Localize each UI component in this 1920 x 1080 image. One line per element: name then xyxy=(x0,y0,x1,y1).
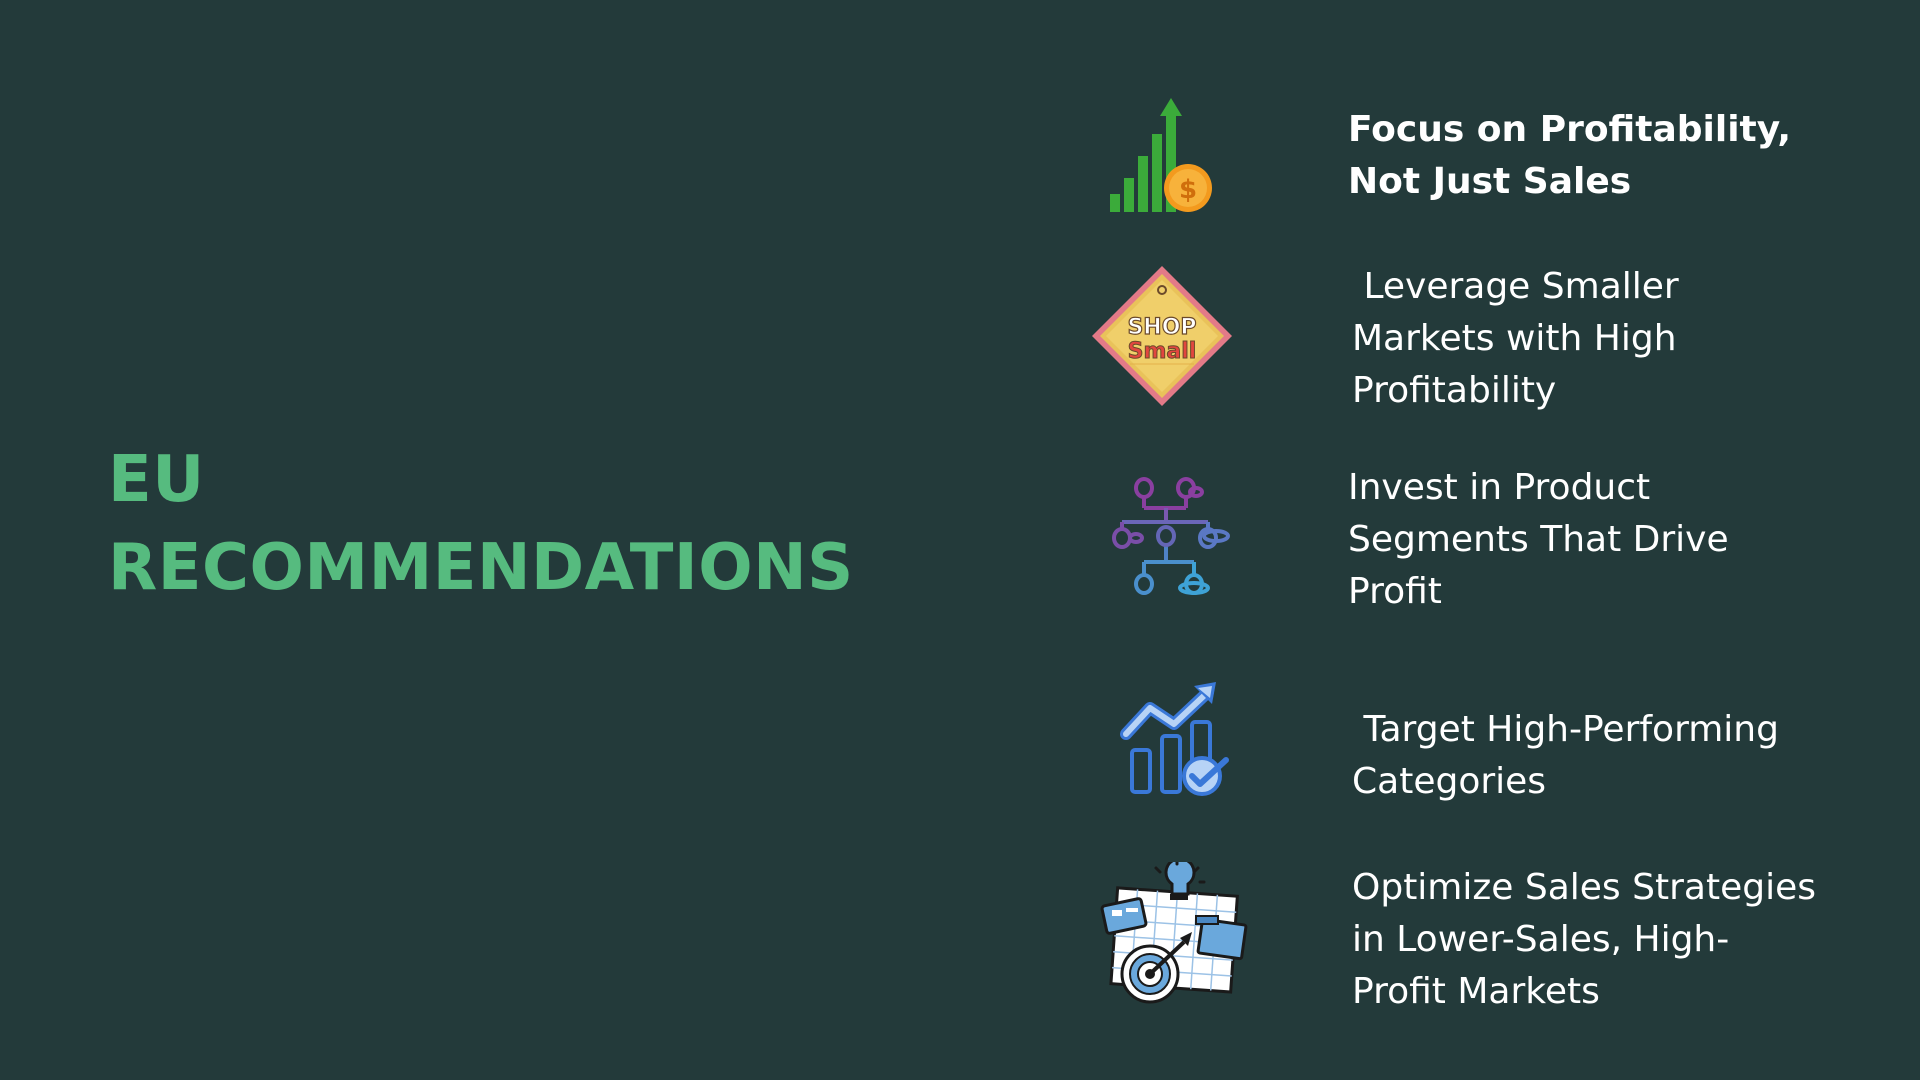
recommendation-4-line-1: Target High-Performing xyxy=(1352,709,1779,750)
recommendation-1-line-1: Focus on Profitability, xyxy=(1348,109,1792,150)
recommendation-3-line-3: Profit xyxy=(1348,571,1442,612)
recommendation-5-line-2: in Lower-Sales, High- xyxy=(1352,919,1730,960)
recommendation-2-line-2: Markets with High xyxy=(1352,318,1677,359)
recommendation-3-line-1: Invest in Product xyxy=(1348,467,1651,508)
performance-chart-check-icon xyxy=(1120,682,1232,800)
sign-top-text: SHOP xyxy=(1127,315,1196,340)
recommendation-5: Optimize Sales Strategies in Lower-Sales… xyxy=(1352,862,1872,1018)
shop-small-sign-icon: SHOP Small xyxy=(1090,264,1234,408)
recommendation-5-line-3: Profit Markets xyxy=(1352,971,1600,1012)
recommendation-4-line-2: Categories xyxy=(1352,761,1547,802)
segment-network-icon xyxy=(1108,474,1232,604)
strategy-board-target-icon xyxy=(1100,857,1250,1008)
recommendation-2-line-3: Profitability xyxy=(1352,370,1557,411)
recommendation-3: Invest in Product Segments That Drive Pr… xyxy=(1348,462,1868,618)
recommendation-1-line-2: Not Just Sales xyxy=(1348,161,1632,202)
recommendation-4: Target High-Performing Categories xyxy=(1352,704,1872,808)
growth-chart-coin-icon: $ xyxy=(1108,98,1216,216)
page-title: EU RECOMMENDATIONS xyxy=(108,436,854,612)
recommendation-2: Leverage Smaller Markets with High Profi… xyxy=(1352,261,1872,417)
recommendation-2-line-1: Leverage Smaller xyxy=(1352,266,1679,307)
svg-text:$: $ xyxy=(1179,175,1197,205)
recommendation-1: Focus on Profitability, Not Just Sales xyxy=(1348,104,1868,208)
recommendation-3-line-2: Segments That Drive xyxy=(1348,519,1729,560)
title-line-2: RECOMMENDATIONS xyxy=(108,531,854,605)
recommendation-5-line-1: Optimize Sales Strategies xyxy=(1352,867,1816,908)
title-line-1: EU xyxy=(108,443,205,517)
sign-bottom-text: Small xyxy=(1128,339,1197,364)
